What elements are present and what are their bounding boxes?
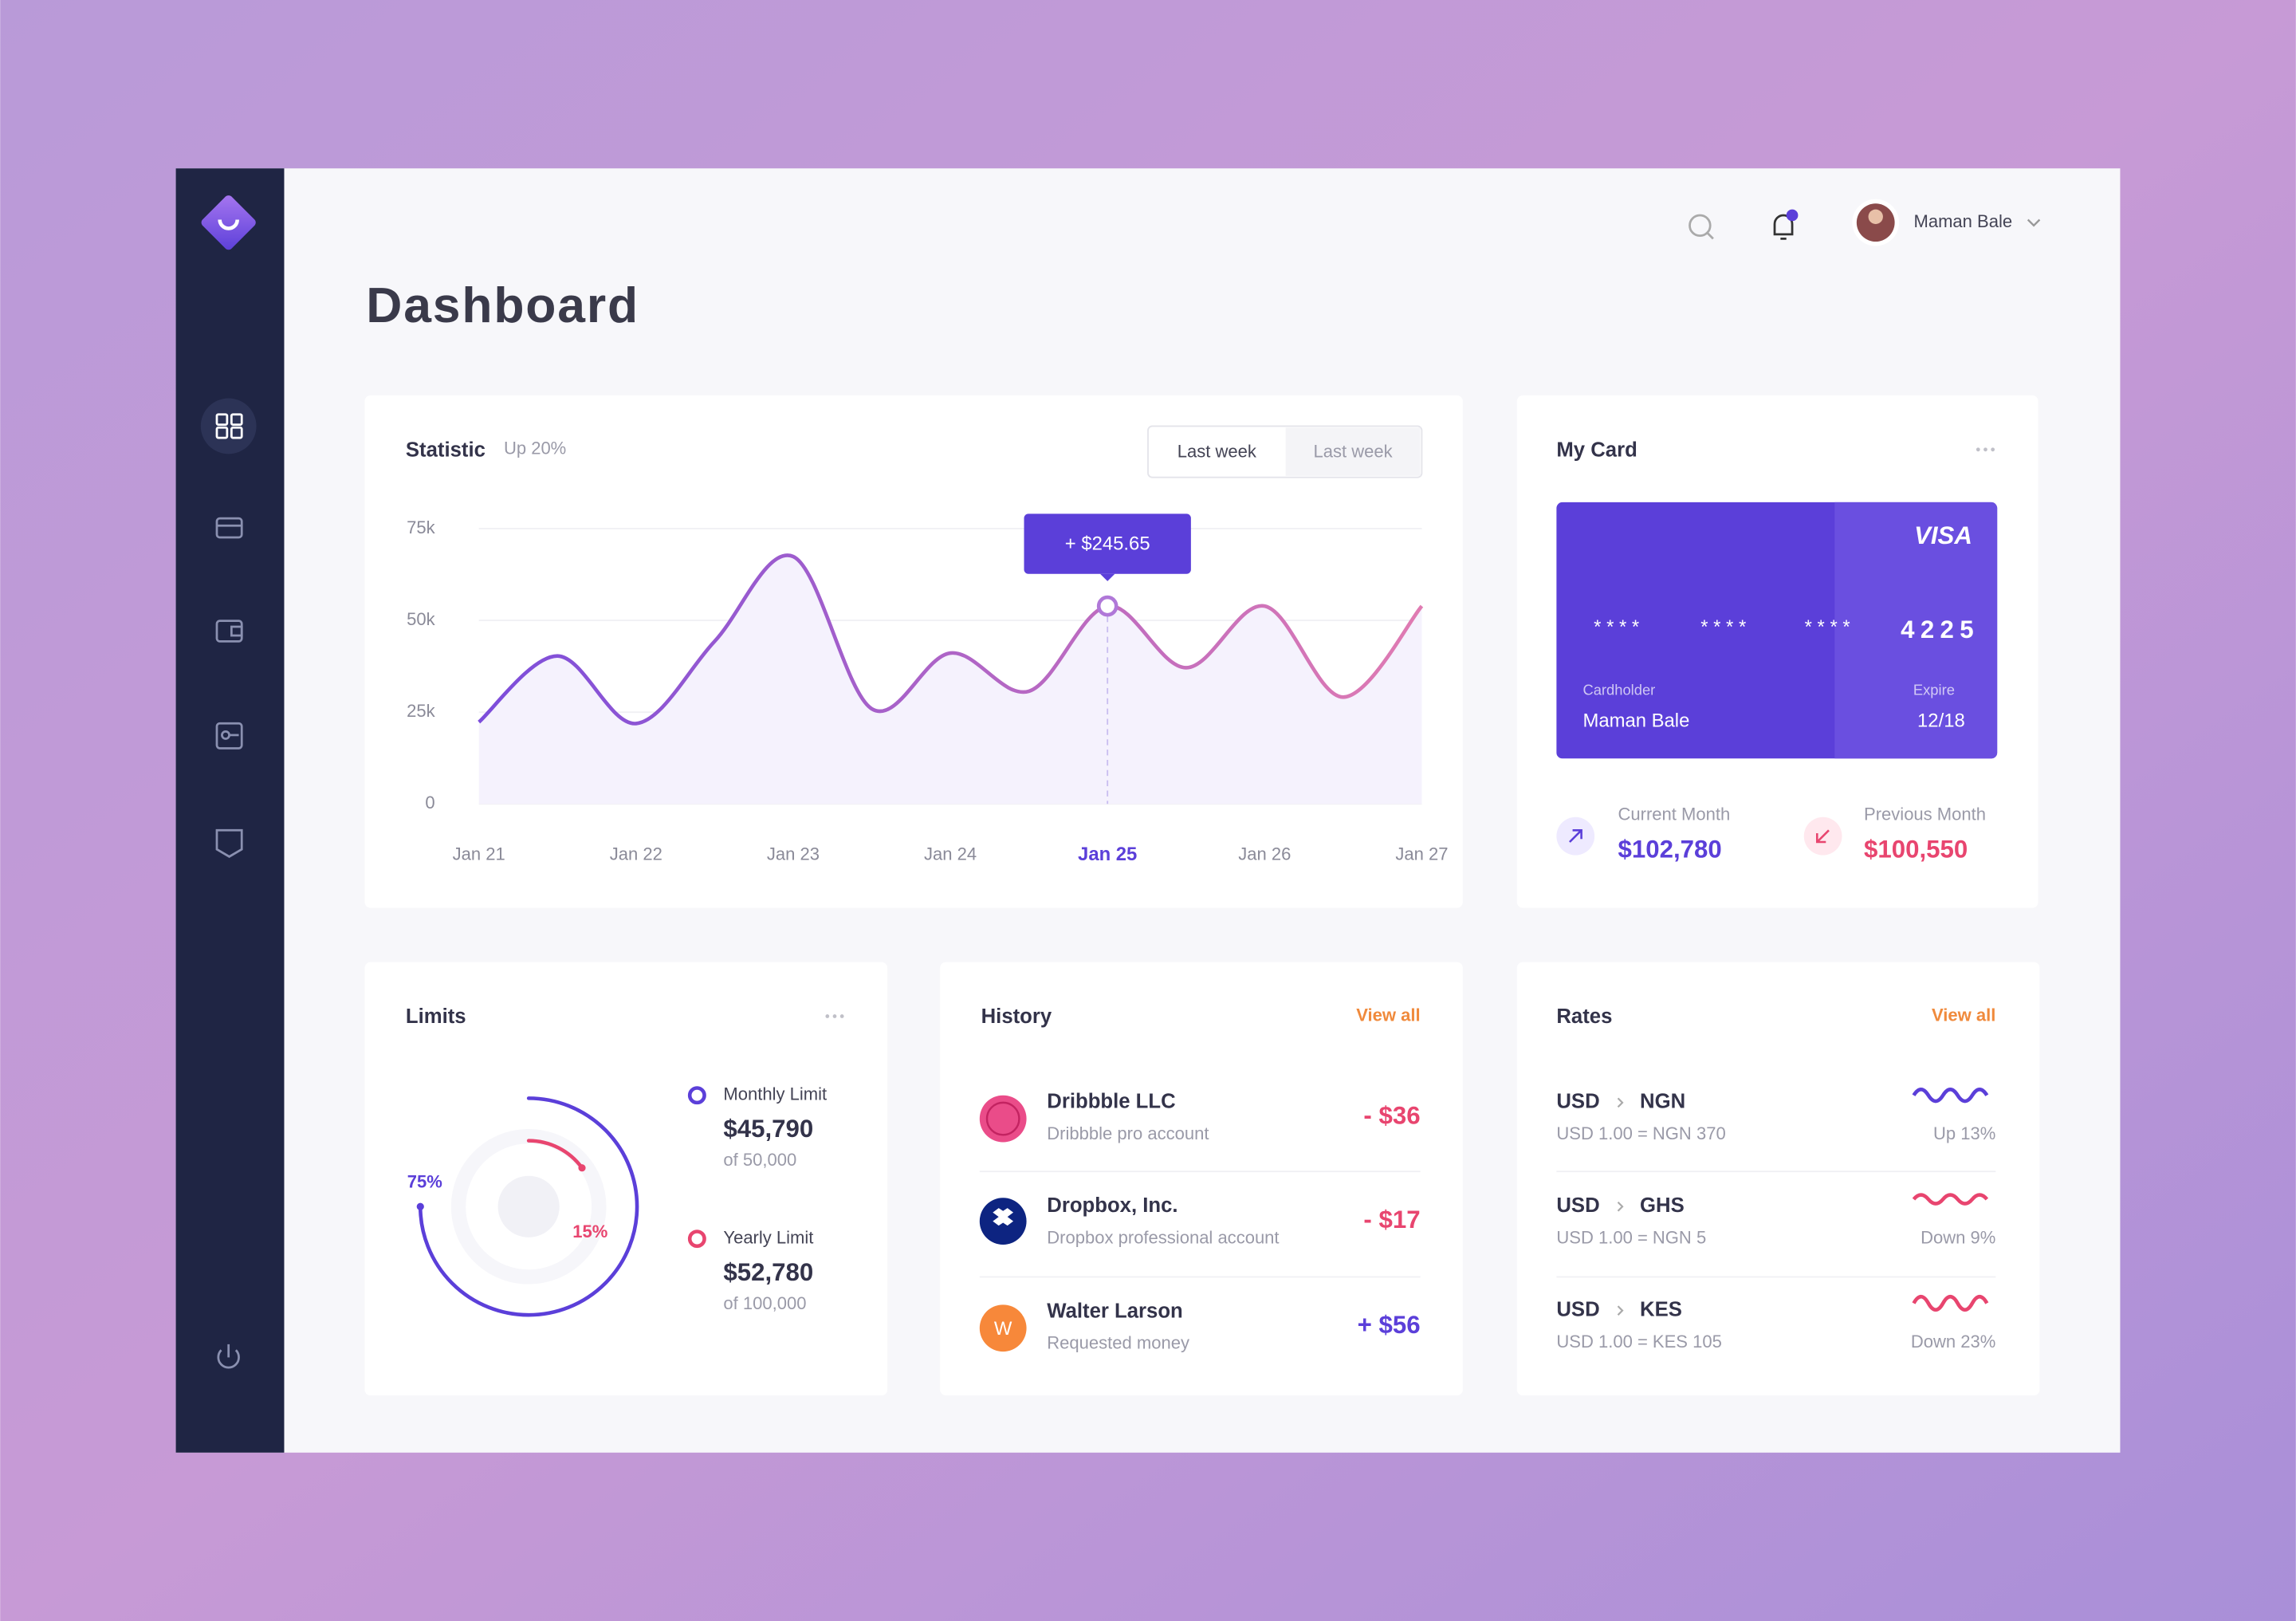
card-expire: 12/18 [1917,710,1965,732]
limit-amount: $52,780 [723,1258,813,1286]
user-name: Maman Bale [1913,211,2012,231]
stat-value: $102,780 [1618,835,1722,863]
history-name: Dribbble LLC [1047,1091,1175,1113]
history-desc: Requested money [1047,1333,1189,1353]
view-all-link[interactable]: View all [1932,1005,1995,1025]
card-title: My Card [1556,439,1637,461]
page-title: Dashboard [366,277,639,333]
card-label: Cardholder [1582,682,1655,698]
tab-inactive[interactable] [1285,427,1421,476]
y-tick-label: 75k [407,517,435,537]
area [478,555,1422,805]
donut-arc [526,1139,584,1170]
search-icon[interactable] [1689,214,1712,238]
view-all-link[interactable]: View all [1356,1005,1420,1025]
card-title: History [981,1005,1052,1028]
card-subtitle: Up 20% [504,439,566,458]
rate-value: USD 1.00 = KES 105 [1556,1332,1721,1351]
stat-label: Current Month [1618,805,1731,824]
limit-name: Yearly Limit [723,1227,813,1247]
tooltip-label: + $245.65 [1065,533,1150,554]
bell-icon[interactable] [1773,214,1794,240]
limit-of: of 100,000 [723,1293,806,1313]
card-title: Limits [406,1005,466,1028]
stat-label: Previous Month [1864,805,1986,824]
donut-arc [418,1096,639,1317]
history-name: Walter Larson [1047,1300,1182,1322]
line [478,553,1424,726]
legend-dot [687,1230,706,1249]
limit-of: of 50,000 [723,1150,796,1170]
y-tick-label: 0 [425,793,434,812]
x-tick-label: Jan 27 [1395,844,1448,864]
rate-from: USD [1556,1091,1599,1113]
point [1096,595,1119,617]
history-amount: - $36 [1363,1101,1420,1129]
donut-label: 15% [572,1222,607,1241]
history-desc: Dropbox professional account [1047,1227,1279,1247]
rate-to: KES [1640,1298,1682,1320]
rate-change: Down 23% [1911,1332,1995,1351]
menu-dots[interactable] [825,447,1995,1018]
card-number: * * * * [1594,616,1639,638]
logo-mark [218,219,239,230]
nav-icons [215,413,243,1369]
card-number: 4225 [1901,616,1980,643]
y-tick-label: 25k [407,701,435,721]
limit-name: Monthly Limit [723,1084,827,1104]
sidebar [175,168,285,1453]
card-brand: VISA [1914,521,1972,549]
history-desc: Dribbble pro account [1047,1123,1209,1143]
y-tick-label: 50k [407,609,435,629]
nav-active[interactable] [200,398,257,454]
x-tick-label: Jan 25 [1078,844,1137,865]
separators [979,1171,1996,1278]
rate-from: USD [1556,1298,1599,1320]
tab: Last week [1314,441,1394,461]
rate-change: Up 13% [1933,1123,1995,1143]
x-tick-label: Jan 24 [924,844,977,864]
history-name: Dropbox, Inc. [1047,1194,1177,1217]
x-tick-label: Jan 23 [767,844,820,864]
limit-amount: $45,790 [723,1115,813,1143]
donut-label: 75% [407,1172,442,1192]
rate-change: Down 9% [1921,1227,1995,1247]
history-amount: + $56 [1358,1311,1421,1339]
top-icons [1689,199,2041,246]
tab: Last week [1177,441,1257,461]
history-icons [979,1095,1027,1352]
logo[interactable] [199,194,258,252]
card-label: Expire [1913,682,1955,698]
rate-value: USD 1.00 = NGN 370 [1556,1123,1725,1143]
avatar-letter: W [994,1318,1012,1340]
stat-value: $100,550 [1864,835,1968,863]
rate-to: GHS [1640,1194,1685,1217]
card-title: Statistic [406,439,486,461]
tooltip-pointer [1100,573,1115,581]
sparklines [1617,1088,1989,1316]
tooltip [1024,513,1191,574]
rate-value: USD 1.00 = NGN 5 [1556,1227,1706,1247]
x-tick-label: Jan 21 [453,844,505,864]
donut-center [497,1175,560,1237]
card-holder: Maman Bale [1582,710,1689,732]
rate-from: USD [1556,1194,1599,1217]
x-tick-label: Jan 22 [610,844,662,864]
x-tick-label: Jan 26 [1238,844,1291,864]
card-title: Rates [1556,1005,1612,1028]
arc-end [416,1202,424,1210]
rate-to: NGN [1640,1091,1685,1113]
arc-end [578,1164,586,1172]
donut-track [450,1128,607,1285]
history-amount: - $17 [1363,1206,1420,1233]
card-shade [1834,502,1998,759]
card-number: * * * * [1805,616,1850,638]
card-number: * * * * [1700,616,1746,638]
legend-dot [687,1086,706,1105]
